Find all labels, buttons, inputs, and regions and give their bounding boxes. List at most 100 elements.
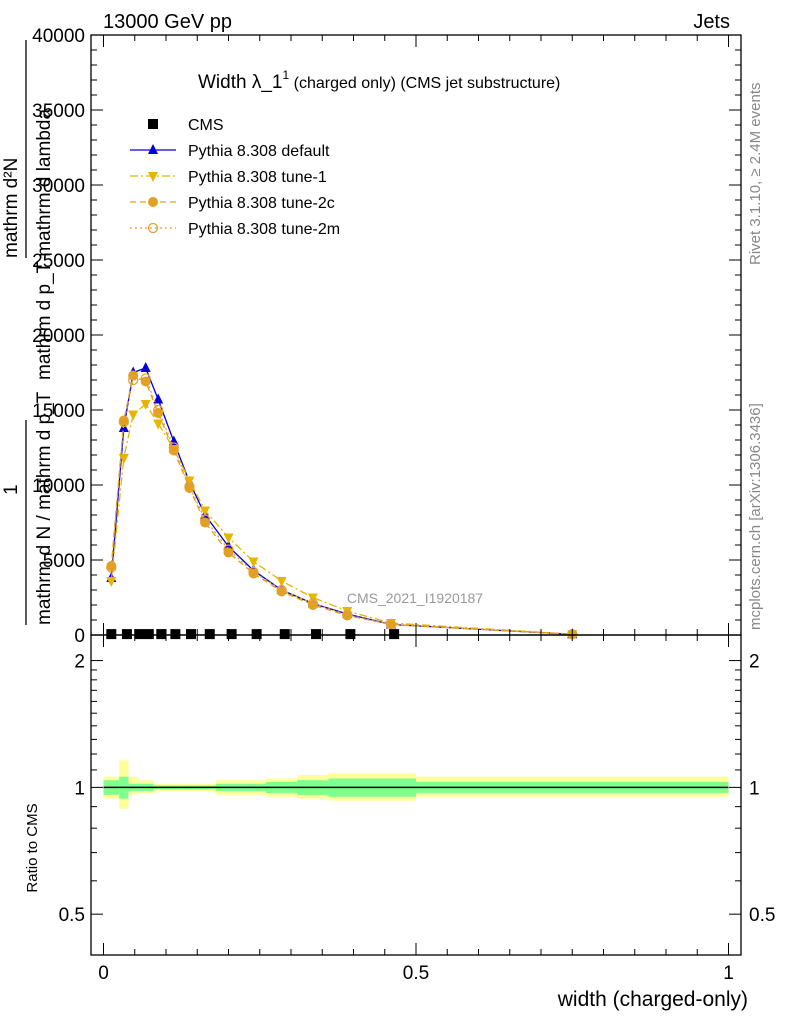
point-cms (311, 629, 321, 640)
series-tune1 (106, 400, 578, 641)
point-tune2m (106, 562, 117, 573)
legend-entry-cms: CMS (148, 117, 224, 134)
point-cms (389, 629, 400, 640)
main-title-prefix: Width λ_1 (198, 72, 282, 93)
main-ytick-label: 20000 (32, 326, 85, 347)
point-tune2c (386, 619, 396, 630)
legend-label-tune1: Pythia 8.308 tune-1 (188, 169, 327, 186)
point-cms (156, 629, 167, 640)
legend-marker-default (148, 144, 158, 154)
point-tune2m (223, 544, 234, 555)
watermark: CMS_2021_I1920187 (347, 590, 483, 606)
series-cms (106, 629, 400, 640)
point-default (153, 393, 164, 404)
main-series (106, 362, 578, 641)
legend-marker-cms (148, 119, 158, 129)
point-tune1 (153, 419, 164, 430)
main-title-suffix: (charged only) (CMS jet substructure) (289, 75, 560, 92)
legend: CMS Pythia 8.308 default Pythia 8.308 tune… (130, 117, 340, 238)
main-ytick-label: 10000 (32, 476, 85, 497)
point-tune2c (140, 376, 151, 387)
xtick-label: 0 (98, 963, 109, 984)
series-line-tune2c (110, 374, 573, 635)
point-tune1 (128, 410, 139, 421)
main-title: Width λ_11 (charged only) (CMS jet subst… (198, 68, 560, 93)
point-cms (170, 629, 181, 640)
legend-label-tune2c: Pythia 8.308 tune-2c (188, 195, 335, 212)
legend-marker-tune2m (147, 222, 159, 234)
point-tune1 (248, 557, 259, 568)
point-tune2m (385, 619, 397, 630)
legend-label-tune2m: Pythia 8.308 tune-2m (188, 221, 340, 238)
legend-entry-tune2c: Pythia 8.308 tune-2c (130, 195, 335, 212)
point-default (140, 362, 151, 372)
ylabel-main-denominator: mathrm d p_T mathrm d lambda (34, 109, 55, 380)
main-title-superscript: 1 (282, 68, 289, 82)
point-cms (204, 629, 215, 640)
point-tune2m (276, 584, 287, 596)
point-tune2m (248, 566, 259, 578)
point-tune2c (223, 547, 234, 558)
point-tune2m (307, 598, 319, 609)
point-tune1 (140, 400, 151, 410)
header-right-label: Jets (693, 11, 730, 33)
point-cms (251, 629, 262, 640)
point-tune2m (153, 404, 164, 416)
ratio-ytick-label-right: 2 (749, 652, 760, 673)
point-tune2m (199, 514, 211, 525)
series-line-tune2m (110, 377, 573, 635)
ylabel-main-numerator: mathrm d²N (1, 158, 22, 258)
point-tune2m (118, 416, 129, 428)
point-cms (121, 629, 132, 640)
ratio-bands (103, 760, 729, 809)
legend-label-default: Pythia 8.308 default (188, 143, 330, 160)
point-tune2m (168, 442, 179, 453)
point-tune2m (140, 373, 151, 384)
series-line-tune1 (110, 403, 573, 635)
point-cms (106, 629, 117, 640)
point-tune2c (200, 517, 211, 528)
point-tune2m (184, 481, 195, 492)
ylabel-main-dn-dpt: mathrm d N / mathrm d p_T (34, 391, 55, 625)
header-left-label: 13000 GeV pp (103, 11, 232, 33)
axes: 0 5000 10000 15000 20000 25000 30000 35000 40000… (32, 26, 775, 984)
legend-entry-tune2m: Pythia 8.308 tune-2m (130, 221, 340, 238)
rivet-label: Rivet 3.1.10, ≥ 2.4M events (747, 83, 764, 266)
ratio-ytick-label-right: 0.5 (749, 905, 775, 926)
ratio-ytick-label: 2 (74, 652, 85, 673)
legend-entry-default: Pythia 8.308 default (130, 143, 330, 160)
xlabel: width (charged-only) (557, 988, 748, 1011)
point-cms (226, 629, 237, 640)
series-line-default (110, 367, 573, 635)
point-cms (279, 629, 290, 640)
ratio-ytick-label: 0.5 (59, 905, 85, 926)
point-tune1 (276, 577, 287, 587)
point-cms (143, 629, 154, 640)
series-tune2m (106, 373, 578, 640)
main-ytick-label: 25000 (32, 251, 85, 272)
main-ytick-label: 15000 (32, 401, 85, 422)
ylabel-ratio: Ratio to CMS (24, 803, 41, 892)
point-cms (134, 629, 145, 640)
main-ytick-label: 35000 (32, 101, 85, 122)
legend-entry-tune1: Pythia 8.308 tune-1 (130, 169, 327, 186)
legend-marker-tune1 (148, 172, 158, 182)
ratio-ytick-label: 1 (74, 778, 85, 799)
legend-label-cms: CMS (188, 117, 224, 134)
point-cms (186, 629, 196, 640)
point-tune2m (342, 609, 353, 620)
mcplots-label: mcplots.cern.ch [arXiv:1306.3436] (747, 403, 764, 630)
point-tune1 (106, 577, 117, 587)
series-tune2c (106, 370, 578, 640)
point-tune2m (128, 374, 139, 386)
point-tune1 (223, 533, 234, 544)
main-ytick-label: 5000 (43, 551, 85, 572)
point-tune1 (200, 506, 211, 517)
xtick-label: 1 (723, 963, 734, 984)
legend-marker-tune2c (148, 197, 158, 207)
xtick-label: 0.5 (403, 963, 429, 984)
main-ytick-label: 0 (74, 626, 85, 647)
series-default (106, 362, 578, 639)
ylabel-main-one: 1 (1, 484, 22, 495)
